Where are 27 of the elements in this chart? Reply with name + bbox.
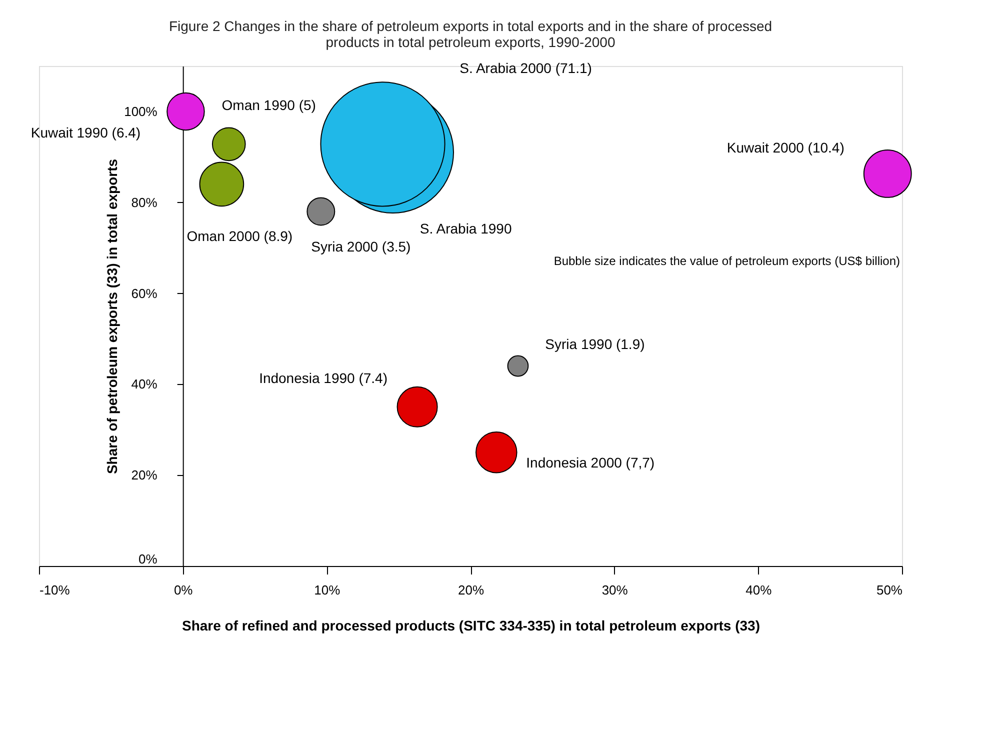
y-tick-label: 100% (124, 104, 158, 119)
x-tick-label: 0% (174, 582, 194, 598)
y-axis-title: Share of petroleum exports (33) in total exports (104, 158, 120, 474)
x-tick-label: 50% (876, 582, 903, 598)
y-tick-label: 60% (131, 286, 158, 301)
data-label: Oman 1990 (5) (222, 97, 316, 114)
x-tick-label: 30% (602, 582, 628, 598)
y-tick-label: 80% (131, 194, 158, 210)
data-label: S. Arabia 2000 (71.1) (460, 60, 592, 76)
data-label: Kuwait 2000 (10.4) (726, 140, 844, 156)
y-tick-label: 40% (131, 376, 158, 392)
data-label: Indonesia 1990 (7.4) (259, 370, 388, 386)
x-tick-label: 10% (314, 582, 341, 598)
data-label: Kuwait 1990 (6.4) (30, 124, 141, 140)
data-label: Oman 2000 (8.9) (186, 228, 293, 244)
x-tick-label: 40% (746, 582, 772, 598)
annotation: Bubble size indicates the value of petroleum exports (US$ billion) (554, 254, 900, 268)
data-label: S. Arabia 1990 (420, 220, 512, 236)
data-label: Syria 1990 (1.9) (545, 336, 645, 352)
data-label: Syria 2000 (3.5) (311, 238, 411, 254)
x-axis-title: Share of refined and processed products (SITC 334-335) in total petroleum exports (33) (182, 618, 760, 634)
y-tick-label: 0% (138, 552, 158, 566)
x-tick-label: 20% (458, 582, 484, 598)
x-tick-label: -10% (40, 582, 70, 598)
data-label: Indonesia 2000 (7,7) (526, 454, 655, 470)
chart-title: Figure 2 Changes in the share of petroleum exports in total exports and in the share of processed products in total petroleum exports, 1990-2000 (168, 18, 772, 50)
y-tick-label: 20% (131, 468, 158, 483)
